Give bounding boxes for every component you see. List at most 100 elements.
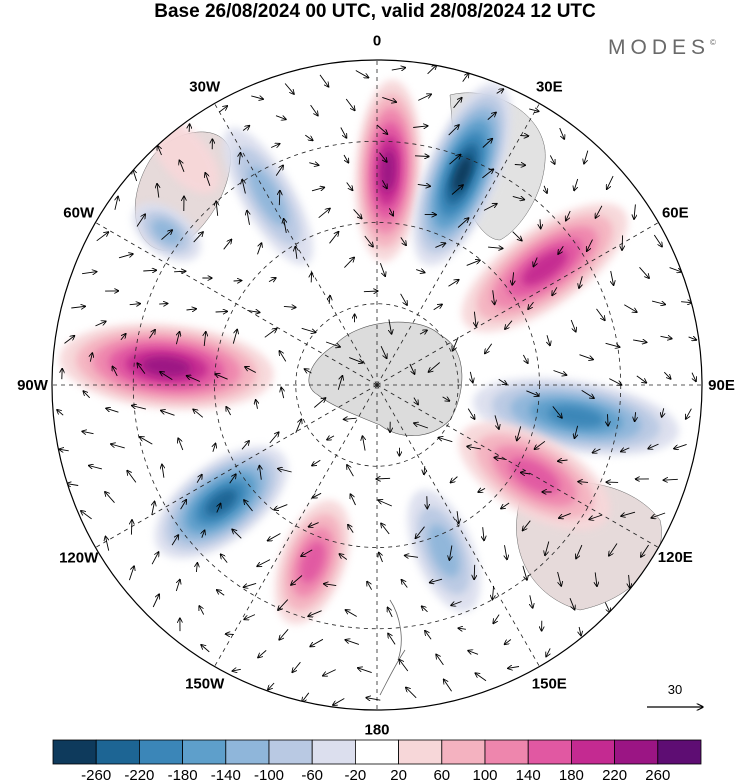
wind-arrow	[514, 165, 526, 166]
colorbar: -260 -220 -180 -140 -100 -60 -20 20 60 100 140 180 2…	[52, 739, 702, 783]
wind-arrow	[512, 231, 522, 241]
wind-arrow	[362, 436, 365, 451]
wind-arrow	[189, 124, 190, 132]
wind-arrow	[413, 126, 428, 128]
wind-arrow	[512, 196, 525, 199]
wind-arrow	[82, 431, 94, 433]
wind-arrow	[279, 351, 287, 362]
wind-arrow	[442, 397, 450, 401]
wind-arrow	[691, 372, 696, 382]
wind-arrow	[193, 409, 204, 418]
wind-arrow	[83, 391, 91, 399]
wind-arrow	[414, 423, 429, 429]
wind-arrow	[574, 425, 577, 439]
wind-arrow	[319, 74, 329, 87]
colorbar-swatch	[138, 739, 183, 765]
wind-arrow	[501, 502, 510, 509]
wind-arrow	[453, 337, 459, 351]
wind-arrow	[604, 602, 610, 612]
wind-arrow	[275, 116, 286, 120]
anomaly-blob	[150, 118, 219, 194]
anomaly-contour	[452, 155, 473, 193]
wind-arrow	[57, 410, 64, 416]
wind-arrow	[345, 610, 357, 617]
wind-arrow	[310, 104, 318, 116]
longitude-label: 90W	[17, 377, 49, 394]
colorbar-swatch	[527, 739, 572, 765]
wind-arrow	[622, 235, 623, 250]
wind-arrow	[318, 208, 330, 219]
wind-arrow	[382, 180, 387, 188]
wind-arrow	[574, 178, 579, 191]
longitude-labels: 0 30E 60E 90E 120E 150E 180 150W 120W 90W 60W 30W	[17, 33, 735, 739]
wind-arrow	[399, 659, 409, 672]
wind-arrow	[127, 470, 137, 483]
wind-arrow	[343, 154, 349, 163]
wind-arrow	[139, 437, 153, 445]
longitude-label: 180	[364, 722, 389, 739]
wind-arrow	[199, 606, 205, 615]
wind-arrow	[379, 152, 388, 163]
colorbar-tick-label: 20	[390, 767, 407, 783]
wind-arrow	[428, 362, 440, 373]
wind-arrow	[275, 165, 283, 176]
wind-arrow	[291, 575, 303, 586]
wind-arrow	[257, 559, 271, 567]
wind-arrow	[278, 469, 292, 473]
wind-arrow	[179, 160, 185, 172]
wind-arrow	[162, 464, 164, 478]
wind-arrow	[310, 638, 324, 646]
wind-arrow	[558, 245, 564, 254]
wind-arrow	[242, 179, 246, 194]
wind-arrow	[482, 169, 493, 179]
wind-arrow	[312, 492, 322, 498]
wind-arrow	[457, 218, 469, 228]
brand-text: MODES	[608, 36, 711, 59]
colorbar-swatch	[398, 739, 443, 765]
wind-arrow	[247, 310, 260, 312]
wind-arrow	[466, 260, 481, 266]
colorbar-swatch	[441, 739, 486, 765]
wind-arrow	[639, 267, 650, 278]
colorbar-swatch	[657, 739, 702, 765]
wind-arrow	[115, 196, 118, 210]
wind-arrow	[458, 628, 466, 629]
wind-arrow	[105, 492, 115, 503]
wind-arrow	[457, 511, 459, 524]
wind-arrow	[128, 566, 134, 581]
wind-arrow	[529, 109, 539, 112]
wind-arrow	[444, 679, 452, 692]
wind-arrow	[268, 278, 276, 282]
wind-arrow	[494, 415, 499, 429]
wind-arrow	[494, 458, 507, 460]
wind-arrow	[279, 190, 280, 206]
wind-arrow	[349, 357, 363, 363]
longitude-label: 90E	[708, 377, 735, 394]
wind-arrow	[391, 68, 406, 71]
wind-arrow	[448, 280, 460, 287]
wind-arrow	[186, 376, 201, 382]
wind-arrow	[406, 687, 417, 699]
colorbar-swatch	[614, 739, 659, 765]
wind-arrow	[379, 552, 383, 563]
wind-arrow	[624, 304, 637, 313]
wind-arrow	[215, 311, 228, 312]
wind-arrow	[578, 482, 589, 483]
wind-arrow	[105, 536, 110, 551]
anomaly-blob	[355, 79, 422, 262]
wind-arrow	[381, 523, 390, 535]
wind-arrow	[160, 372, 173, 380]
wind-arrow	[229, 474, 236, 484]
longitude-label: 150W	[185, 675, 225, 692]
wind-arrow	[344, 257, 354, 268]
longitude-label: 150E	[532, 675, 567, 692]
wind-arrow	[467, 446, 481, 449]
wind-arrow	[279, 629, 289, 640]
wind-arrow	[89, 466, 103, 470]
anomaly-contour	[141, 356, 192, 377]
wind-arrow	[450, 476, 458, 483]
wind-arrow	[487, 112, 496, 120]
wind-arrow	[378, 500, 392, 507]
wind-arrow	[415, 526, 425, 539]
wind-arrow	[180, 500, 187, 510]
